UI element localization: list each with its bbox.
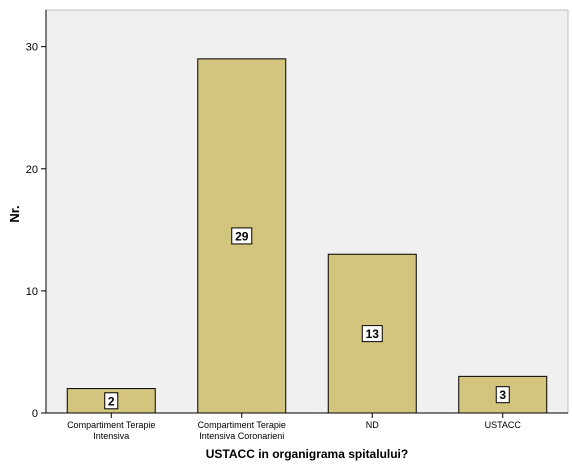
y-tick-label: 30: [26, 42, 38, 54]
data-label-box: [495, 386, 510, 404]
data-labels-group: 2 29 13 3: [104, 227, 510, 410]
data-label-box: [361, 325, 383, 343]
data-label: 3: [499, 388, 506, 402]
x-tick-label: Compartiment Terapie: [67, 420, 155, 430]
x-tick-label: Compartiment Terapie: [198, 420, 286, 430]
y-tick-label: 0: [32, 408, 38, 420]
y-tick-label: 20: [26, 164, 38, 176]
x-tick-label: Intensiva: [93, 431, 129, 441]
y-tick-label: 10: [26, 286, 38, 298]
data-label: 13: [366, 327, 380, 341]
data-label: 29: [235, 229, 249, 243]
x-tick-label: ND: [366, 420, 379, 430]
x-tick-label: Intensiva Coronarieni: [199, 431, 284, 441]
data-label-box: [104, 392, 119, 410]
x-ticks-group: Compartiment TerapieIntensivaCompartimen…: [67, 413, 521, 441]
y-axis-title: Nr.: [7, 205, 22, 222]
x-axis-title: USTACC in organigrama spitalului?: [206, 447, 408, 461]
data-label-box: [231, 227, 253, 245]
x-tick-label: USTACC: [485, 420, 522, 430]
y-ticks-group: 0 10 20 30: [26, 42, 46, 420]
plot-area: [45, 9, 569, 414]
data-label: 2: [108, 394, 115, 408]
